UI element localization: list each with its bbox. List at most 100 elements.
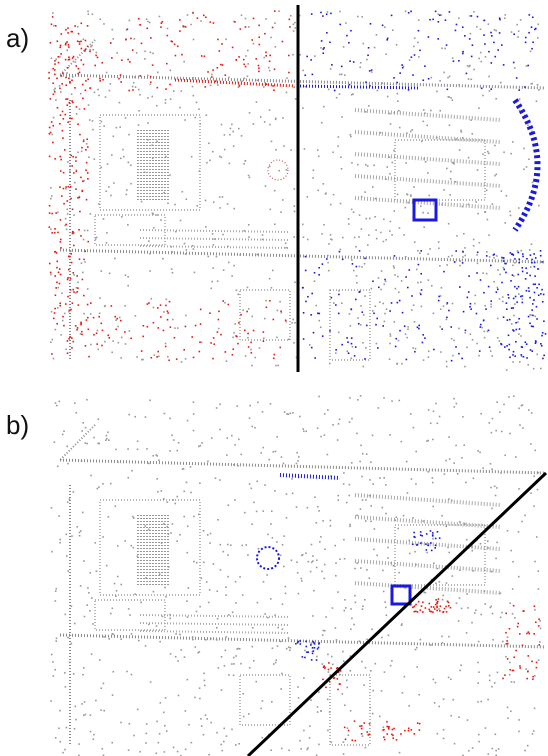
point bbox=[371, 288, 373, 290]
point bbox=[174, 327, 176, 329]
point bbox=[167, 312, 169, 314]
point bbox=[401, 280, 403, 282]
point bbox=[374, 528, 376, 530]
point bbox=[91, 653, 93, 655]
point bbox=[87, 304, 89, 306]
point bbox=[117, 576, 119, 578]
point bbox=[386, 726, 388, 728]
point bbox=[407, 326, 409, 328]
point bbox=[88, 329, 90, 331]
point bbox=[111, 305, 113, 307]
point bbox=[69, 117, 71, 119]
point bbox=[338, 332, 340, 334]
point bbox=[480, 52, 482, 54]
point bbox=[97, 488, 99, 490]
point bbox=[198, 514, 200, 516]
point bbox=[233, 663, 235, 665]
point bbox=[59, 539, 61, 541]
point bbox=[199, 687, 201, 689]
point bbox=[159, 573, 161, 575]
point bbox=[512, 613, 514, 615]
point bbox=[63, 430, 65, 432]
point bbox=[417, 282, 419, 284]
point bbox=[424, 112, 426, 114]
point bbox=[248, 224, 250, 226]
point bbox=[51, 311, 53, 313]
point bbox=[249, 483, 251, 485]
point bbox=[264, 57, 266, 59]
point bbox=[539, 641, 541, 643]
point bbox=[492, 203, 494, 205]
point bbox=[294, 188, 296, 190]
point bbox=[252, 627, 254, 629]
point bbox=[250, 349, 252, 351]
point bbox=[383, 591, 385, 593]
point bbox=[67, 121, 69, 123]
point bbox=[82, 279, 84, 281]
point bbox=[536, 287, 538, 289]
point bbox=[224, 134, 226, 136]
point bbox=[414, 536, 416, 538]
point bbox=[67, 161, 69, 163]
point bbox=[148, 240, 150, 242]
point bbox=[448, 310, 450, 312]
point bbox=[116, 318, 118, 320]
point bbox=[249, 405, 251, 407]
point bbox=[118, 342, 120, 344]
point bbox=[315, 522, 317, 524]
point bbox=[514, 262, 516, 264]
point bbox=[273, 319, 275, 321]
point bbox=[499, 411, 501, 413]
point bbox=[135, 86, 137, 88]
point bbox=[72, 302, 74, 304]
point bbox=[312, 653, 314, 655]
point bbox=[59, 283, 61, 285]
point bbox=[377, 90, 379, 92]
point bbox=[231, 435, 233, 437]
point bbox=[330, 667, 332, 669]
point bbox=[497, 287, 499, 289]
point bbox=[453, 699, 455, 701]
point bbox=[363, 722, 365, 724]
point bbox=[79, 41, 81, 43]
point bbox=[428, 350, 430, 352]
point bbox=[394, 255, 396, 257]
point bbox=[362, 735, 364, 737]
point bbox=[233, 332, 235, 334]
point bbox=[170, 326, 172, 328]
point bbox=[219, 429, 221, 431]
point bbox=[335, 352, 337, 354]
point bbox=[543, 355, 545, 357]
point bbox=[298, 697, 300, 699]
point bbox=[71, 80, 73, 82]
point bbox=[426, 125, 428, 127]
point bbox=[420, 281, 422, 283]
point bbox=[336, 668, 338, 670]
point bbox=[459, 149, 461, 151]
point bbox=[286, 493, 288, 495]
point bbox=[446, 168, 448, 170]
point bbox=[400, 733, 402, 735]
point bbox=[87, 288, 89, 290]
point bbox=[508, 297, 510, 299]
point bbox=[480, 28, 482, 30]
point bbox=[60, 274, 62, 276]
point bbox=[119, 102, 121, 104]
point bbox=[63, 118, 65, 120]
point bbox=[169, 418, 171, 420]
point bbox=[64, 313, 66, 315]
point bbox=[203, 673, 205, 675]
point bbox=[541, 345, 543, 347]
point bbox=[534, 561, 536, 563]
point bbox=[378, 407, 380, 409]
point bbox=[102, 748, 104, 750]
point bbox=[175, 231, 177, 233]
point bbox=[72, 102, 74, 104]
point bbox=[191, 742, 193, 744]
point bbox=[179, 30, 181, 32]
point bbox=[211, 437, 213, 439]
point bbox=[307, 296, 309, 298]
point bbox=[49, 156, 51, 158]
point bbox=[198, 108, 200, 110]
point bbox=[416, 647, 418, 649]
